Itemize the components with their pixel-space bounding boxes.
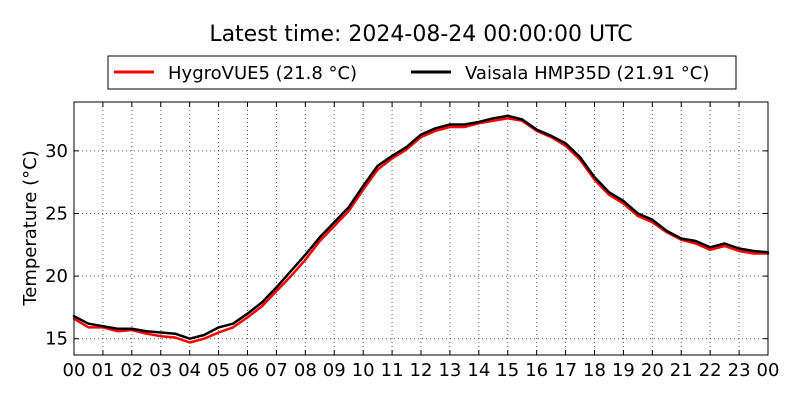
x-tick-label: 14	[467, 360, 490, 381]
x-tick-label: 02	[120, 360, 143, 381]
x-tick-label: 01	[91, 360, 114, 381]
series-lines	[72, 114, 770, 344]
legend: HygroVUE5 (21.8 °C) Vaisala HMP35D (21.9…	[107, 55, 737, 90]
x-tick-label: 20	[641, 360, 664, 381]
legend-label-vaisala: Vaisala HMP35D (21.91 °C)	[465, 63, 709, 84]
axis-ticks: 00 01 02 03 04 05 06 07 08 09 10 11 12 13 14 15 16 17 18 19…	[45, 102, 779, 381]
chart-title: Latest time: 2024-08-24 00:00:00 UTC	[209, 22, 632, 47]
x-tick-label: 07	[265, 360, 288, 381]
x-tick-label: 17	[554, 360, 577, 381]
y-tick-label: 15	[45, 329, 68, 350]
x-tick-label: 19	[612, 360, 635, 381]
x-tick-label: 12	[410, 360, 433, 381]
x-tick-label: 04	[178, 360, 201, 381]
series-line-hygrovue5	[72, 117, 770, 344]
x-tick-label: 05	[207, 360, 230, 381]
x-tick-label: 18	[583, 360, 606, 381]
x-tick-label: 09	[323, 360, 346, 381]
x-tick-label: 22	[699, 360, 722, 381]
x-tick-label: 15	[496, 360, 519, 381]
x-tick-label: 00	[63, 360, 86, 381]
x-tick-label: 21	[670, 360, 693, 381]
x-tick-label: 03	[149, 360, 172, 381]
x-tick-label: 00	[757, 360, 780, 381]
plot-frame	[73, 101, 769, 356]
y-tick-label: 30	[45, 141, 68, 162]
y-tick-label: 20	[45, 266, 68, 287]
legend-label-hygrovue5: HygroVUE5 (21.8 °C)	[168, 63, 357, 84]
x-tick-label: 06	[236, 360, 259, 381]
x-tick-label: 11	[381, 360, 404, 381]
series-line-vaisala	[72, 114, 770, 340]
y-tick-label: 25	[45, 203, 68, 224]
x-tick-label: 13	[438, 360, 461, 381]
x-tick-label: 08	[294, 360, 317, 381]
x-tick-label: 16	[525, 360, 548, 381]
x-tick-label: 10	[352, 360, 375, 381]
y-axis-label: Temperature (°C)	[20, 150, 41, 306]
x-tick-label: 23	[728, 360, 751, 381]
